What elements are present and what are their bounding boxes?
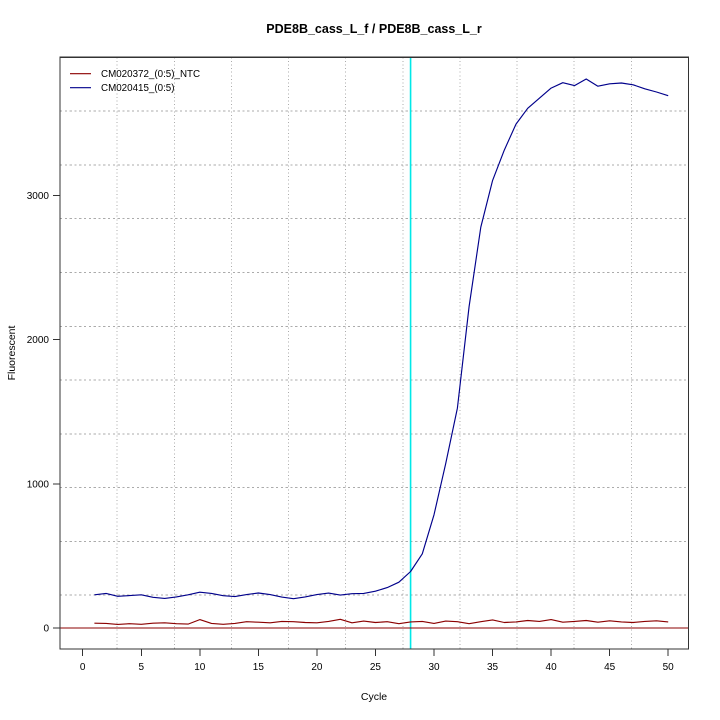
axis-layer: 0 5 10 15 20 25 30 35 40 45 50 0 1000 2000 3000 (27, 56, 690, 673)
chart-title: PDE8B_cass_L_f / PDE8B_cass_L_r (266, 22, 482, 36)
legend: CM020372_(0:5)_NTC CM020415_(0:5) (70, 69, 200, 94)
series-curve-1 (94, 78, 669, 600)
y-tick-label: 3000 (27, 191, 50, 202)
reference-lines-layer (60, 57, 689, 649)
plot-box (59, 56, 690, 650)
legend-label-1: CM020415_(0:5) (101, 83, 175, 94)
x-tick-label: 5 (138, 662, 144, 673)
x-tick-label: 50 (663, 662, 675, 673)
grid-layer (60, 57, 689, 649)
x-tick-label: 0 (80, 662, 86, 673)
y-axis-label: Fluorescent (6, 325, 18, 380)
x-tick-label: 10 (194, 662, 206, 673)
x-tick-label: 15 (253, 662, 265, 673)
x-tick-label: 45 (604, 662, 616, 673)
y-tick-label: 0 (43, 624, 49, 635)
x-tick-label: 30 (428, 662, 440, 673)
y-tick-label: 2000 (27, 335, 50, 346)
x-axis-label: Cycle (361, 691, 387, 703)
data-series-layer (94, 78, 669, 625)
x-tick-label: 40 (546, 662, 558, 673)
x-tick-label: 25 (370, 662, 382, 673)
x-tick-label: 20 (311, 662, 323, 673)
x-tick-label: 35 (487, 662, 499, 673)
series-curve-0 (94, 618, 669, 625)
y-tick-label: 1000 (27, 479, 50, 490)
legend-label-0: CM020372_(0:5)_NTC (101, 69, 200, 80)
